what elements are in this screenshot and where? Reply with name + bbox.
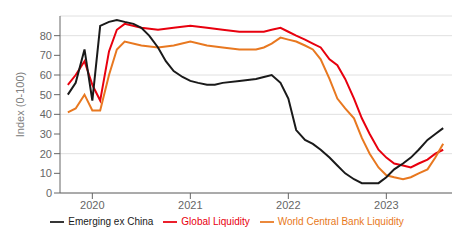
svg-text:Index (0-100): Index (0-100) bbox=[14, 72, 26, 137]
svg-text:0: 0 bbox=[46, 187, 52, 199]
html-text:World Central Bank Liquidity: World Central Bank Liquidity bbox=[277, 215, 404, 227]
svg-text:10: 10 bbox=[40, 167, 52, 179]
svg-text:50: 50 bbox=[40, 89, 52, 101]
svg-text:2020: 2020 bbox=[80, 199, 104, 211]
html-text:Emerging ex China: Emerging ex China bbox=[68, 215, 154, 227]
html-text:Global Liquidity: Global Liquidity bbox=[181, 215, 250, 227]
svg-text:60: 60 bbox=[40, 69, 52, 81]
svg-text:20: 20 bbox=[40, 148, 52, 160]
svg-text:2021: 2021 bbox=[178, 199, 202, 211]
svg-text:70: 70 bbox=[40, 49, 52, 61]
svg-text:2023: 2023 bbox=[374, 199, 398, 211]
svg-text:40: 40 bbox=[40, 108, 52, 120]
svg-text:80: 80 bbox=[40, 30, 52, 42]
svg-text:30: 30 bbox=[40, 128, 52, 140]
svg-text:2022: 2022 bbox=[276, 199, 300, 211]
